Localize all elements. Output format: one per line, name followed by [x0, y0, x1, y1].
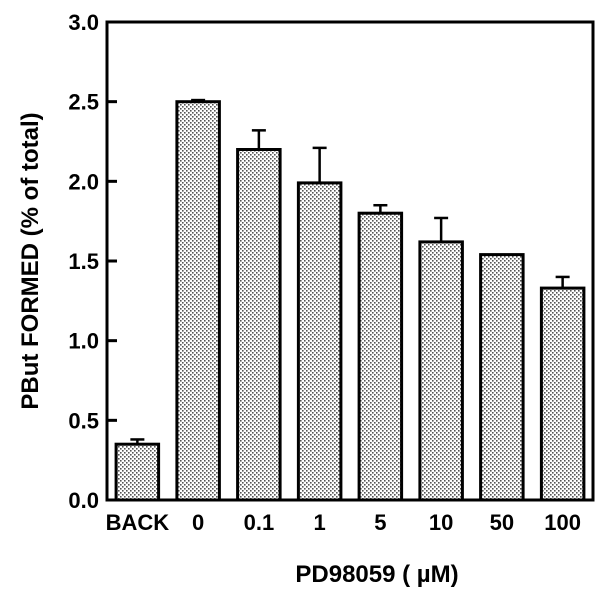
bar	[296, 181, 343, 502]
y-axis-title: PBut FORMED (% of total)	[17, 112, 44, 409]
bars-layer	[114, 100, 586, 502]
bar	[539, 286, 586, 502]
y-tick-label: 0.0	[68, 488, 99, 513]
x-tick-label: 5	[374, 510, 386, 535]
y-axis-ticks: 0.0 0.5 1.0 1.5 2.0 2.5 3.0	[68, 10, 117, 513]
error-bar	[555, 275, 570, 289]
x-tick-label: 1	[313, 510, 325, 535]
error-bar	[251, 129, 266, 150]
x-tick-label: 50	[490, 510, 514, 535]
bar	[479, 253, 525, 502]
x-axis-ticks: BACK 0 0.1 1 5 10 50 100	[106, 510, 581, 535]
y-tick-label: 1.5	[68, 249, 99, 274]
x-tick-label: 0	[192, 510, 204, 535]
error-bar	[373, 203, 388, 214]
y-tick-label: 0.5	[68, 408, 99, 433]
x-axis-title: PD98059 ( µM)	[295, 561, 458, 588]
x-tick-label: 10	[429, 510, 453, 535]
error-bar	[191, 98, 206, 102]
plot-frame	[105, 20, 595, 502]
bar	[175, 100, 221, 502]
bar	[357, 211, 404, 502]
error-bar	[312, 146, 327, 183]
error-bar	[130, 438, 145, 445]
y-tick-label: 2.5	[68, 90, 99, 115]
bar	[114, 442, 161, 502]
x-tick-label: BACK	[106, 510, 170, 535]
error-bars-layer	[130, 98, 570, 445]
error-bar	[434, 216, 449, 242]
y-tick-label: 3.0	[68, 10, 99, 35]
x-tick-label: 0.1	[244, 510, 275, 535]
y-tick-label: 1.0	[68, 329, 99, 354]
bar	[236, 148, 282, 502]
bar	[418, 240, 464, 502]
x-tick-label: 100	[544, 510, 581, 535]
y-tick-label: 2.0	[68, 169, 99, 194]
